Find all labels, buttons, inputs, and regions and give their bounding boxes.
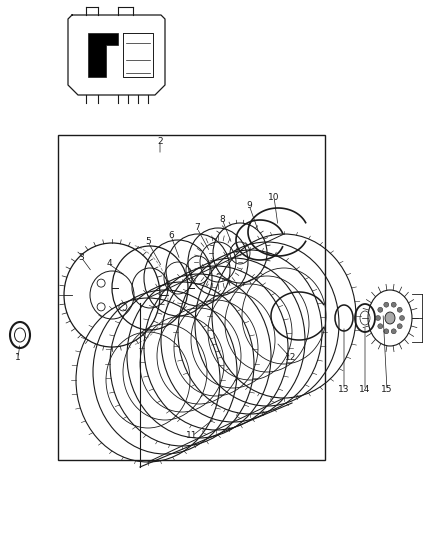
Circle shape: [399, 316, 405, 320]
Circle shape: [397, 324, 402, 329]
Circle shape: [397, 307, 402, 312]
Circle shape: [391, 302, 396, 307]
Text: 9: 9: [246, 200, 252, 209]
Text: 11: 11: [186, 432, 198, 440]
Text: 14: 14: [359, 385, 371, 394]
Text: 10: 10: [268, 192, 280, 201]
Text: 8: 8: [219, 214, 225, 223]
Bar: [58, 135, 325, 460]
Text: 1: 1: [15, 353, 21, 362]
Circle shape: [378, 324, 383, 329]
Circle shape: [375, 316, 381, 320]
Text: 5: 5: [145, 238, 151, 246]
Circle shape: [384, 329, 389, 334]
Text: 7: 7: [194, 223, 200, 232]
Circle shape: [378, 307, 383, 312]
Polygon shape: [88, 33, 118, 77]
Text: 12: 12: [285, 353, 297, 362]
Ellipse shape: [385, 312, 395, 324]
Text: 15: 15: [381, 385, 393, 394]
Text: 2: 2: [157, 136, 163, 146]
Text: 13: 13: [338, 385, 350, 394]
Circle shape: [384, 302, 389, 307]
Text: 4: 4: [106, 260, 112, 269]
Text: 3: 3: [78, 253, 84, 262]
Text: 6: 6: [168, 231, 174, 240]
Circle shape: [391, 329, 396, 334]
